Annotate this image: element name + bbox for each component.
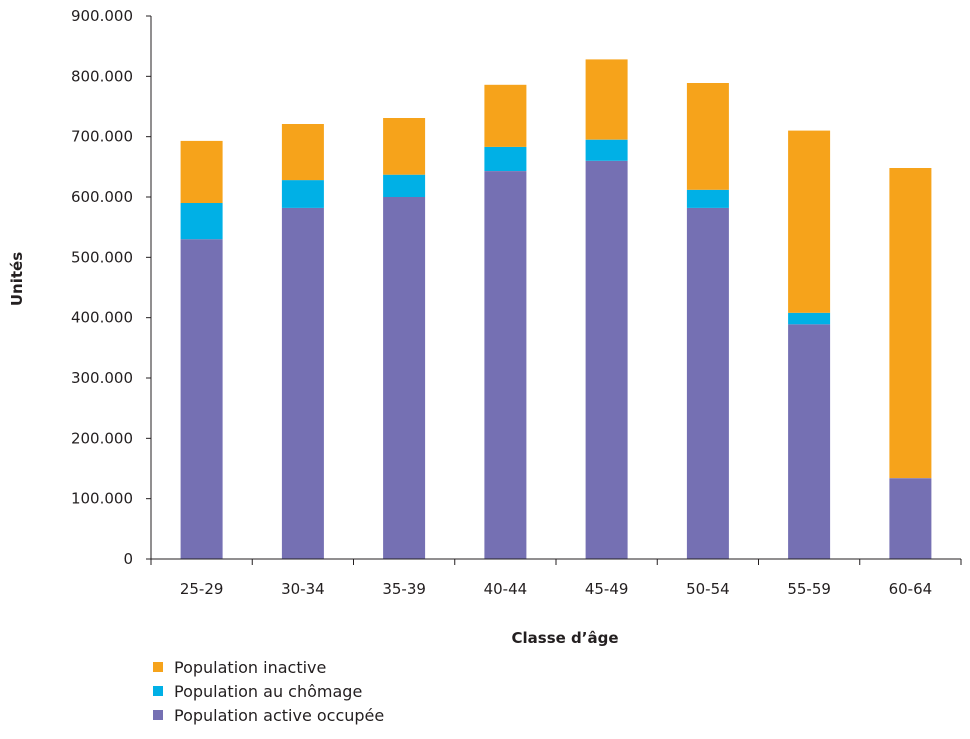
bar-population-active-occupee-60-64 (889, 478, 932, 559)
bar-population-au-chomage-35-39 (383, 174, 426, 197)
y-axis: 0 100.000 200.000 300.000 400.000 500.000 600.… (71, 7, 152, 568)
bar-population-active-occupee-25-29 (180, 239, 223, 559)
bar-population-inactive-60-64 (889, 168, 932, 479)
x-axis: 25-29 30-34 35-39 40-44 45-49 50-54 55-59 60-64 (150, 558, 962, 598)
x-tick-label: 30-34 (281, 580, 325, 598)
bar-population-active-occupee-30-34 (281, 207, 324, 559)
bar-population-au-chomage-45-49 (585, 139, 628, 161)
bar-population-au-chomage-55-59 (788, 312, 831, 325)
y-tick-label: 200.000 (71, 429, 133, 447)
bar-population-au-chomage-30-34 (281, 180, 324, 208)
legend-swatch-inactive (153, 662, 163, 672)
legend-swatch-employed (153, 710, 163, 720)
legend-item-employed: Population active occupée (153, 703, 384, 727)
x-tick-label: 40-44 (484, 580, 528, 598)
legend-item-inactive: Population inactive (153, 655, 384, 679)
y-tick-label: 300.000 (71, 369, 133, 387)
legend-label-employed: Population active occupée (174, 705, 385, 725)
bar-population-inactive-45-49 (585, 59, 628, 140)
x-axis-title: Classe d’âge (512, 629, 619, 647)
bar-population-au-chomage-50-54 (686, 189, 729, 208)
y-tick-label: 500.000 (71, 248, 133, 266)
y-tick-label: 700.000 (71, 128, 133, 146)
legend-label-unemployed: Population au chômage (174, 681, 363, 701)
bar-population-au-chomage-25-29 (180, 203, 223, 240)
x-tick-label: 55-59 (787, 580, 831, 598)
bar-population-active-occupee-35-39 (383, 197, 426, 559)
y-tick-label: 800.000 (71, 67, 133, 85)
y-tick-label: 100.000 (71, 490, 133, 508)
bar-population-active-occupee-40-44 (484, 171, 527, 559)
bar-population-inactive-25-29 (180, 140, 223, 203)
bar-population-active-occupee-50-54 (686, 207, 729, 559)
stacked-bar-chart: 0 100.000 200.000 300.000 400.000 500.000 600.… (8, 7, 962, 647)
legend-swatch-unemployed (153, 686, 163, 696)
bars-group (180, 59, 932, 560)
legend-label-inactive: Population inactive (174, 657, 327, 677)
x-tick-label: 25-29 (180, 580, 224, 598)
y-tick-label: 400.000 (71, 309, 133, 327)
y-axis-title: Unités (8, 252, 26, 306)
y-tick-label: 900.000 (71, 7, 133, 25)
legend-item-unemployed: Population au chômage (153, 679, 384, 703)
x-tick-label: 35-39 (382, 580, 426, 598)
bar-population-au-chomage-40-44 (484, 146, 527, 171)
bar-population-inactive-35-39 (383, 118, 426, 175)
y-tick-label: 0 (123, 550, 133, 568)
x-tick-label: 50-54 (686, 580, 730, 598)
y-tick-label: 600.000 (71, 188, 133, 206)
x-tick-label: 45-49 (585, 580, 629, 598)
bar-population-inactive-50-54 (686, 83, 729, 190)
bar-population-inactive-30-34 (281, 124, 324, 181)
bar-population-active-occupee-55-59 (788, 324, 831, 559)
bar-population-active-occupee-45-49 (585, 160, 628, 560)
legend: Population inactive Population au chômag… (153, 655, 384, 727)
bar-population-inactive-55-59 (788, 130, 831, 313)
bar-population-inactive-40-44 (484, 84, 527, 147)
x-tick-label: 60-64 (889, 580, 933, 598)
